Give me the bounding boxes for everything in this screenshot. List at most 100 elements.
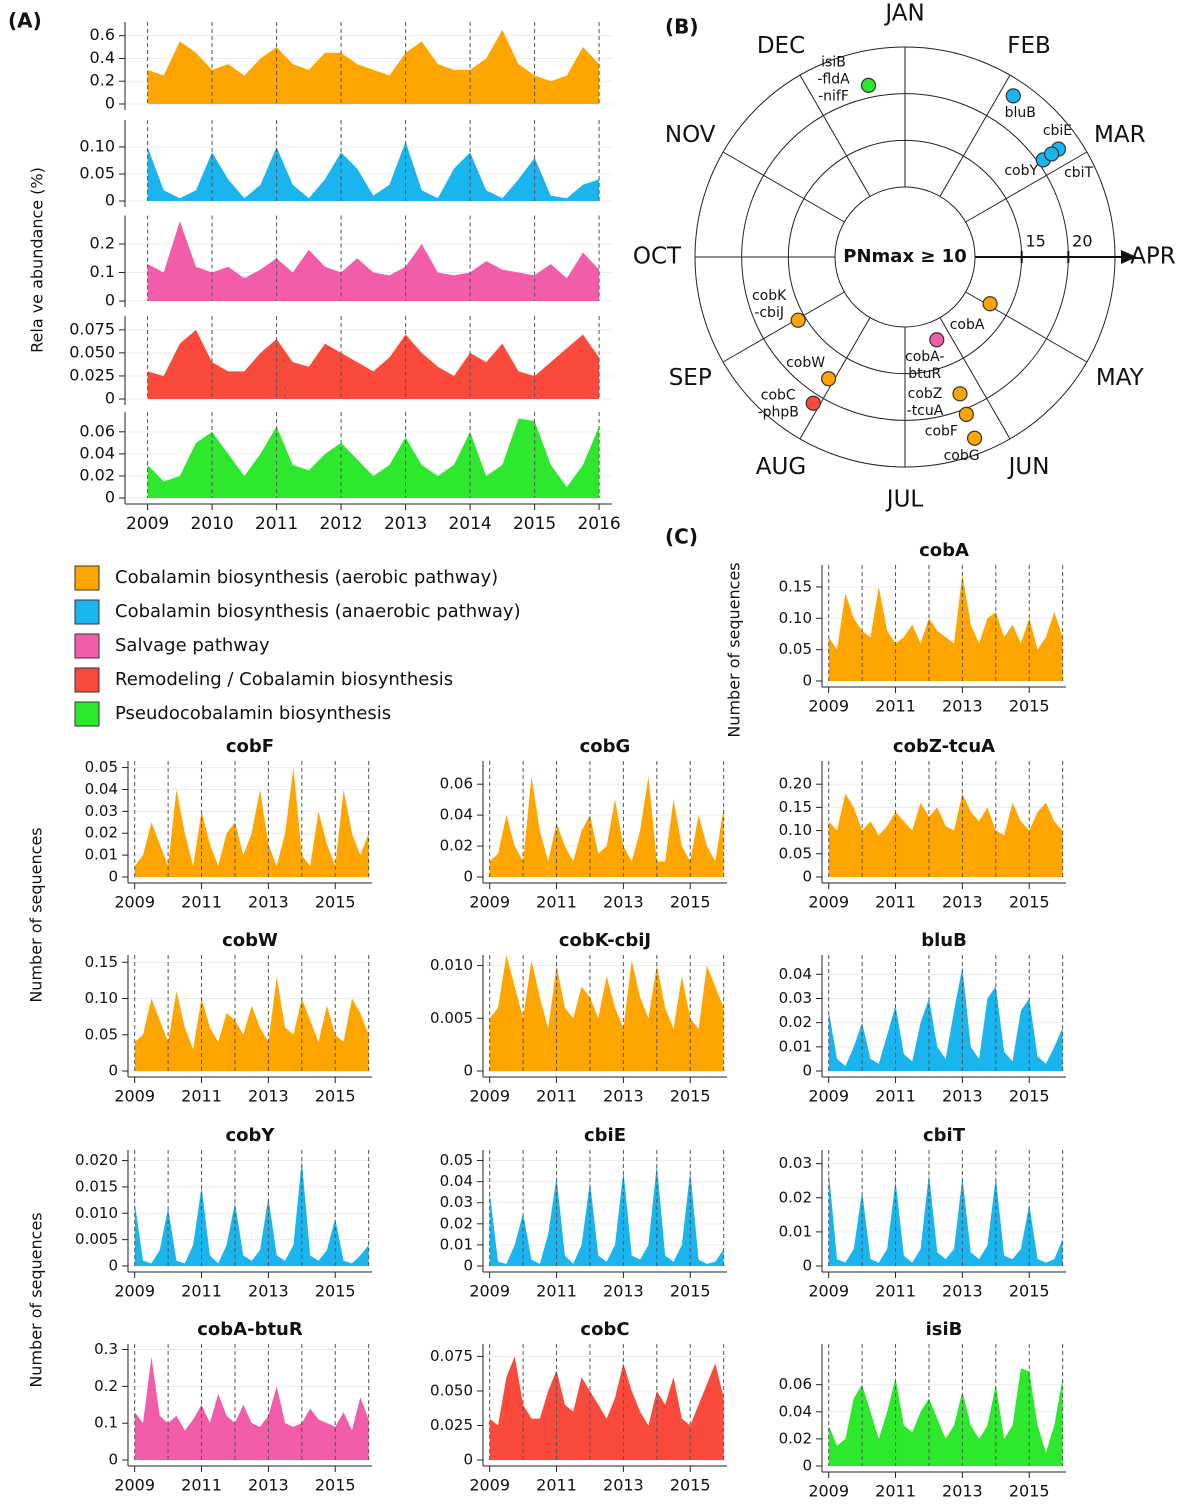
y-tick-label: 0.4: [90, 48, 115, 67]
x-tick-label: 2009: [114, 1476, 155, 1495]
gene-point: [1044, 146, 1060, 162]
gene-point: [958, 406, 974, 422]
y-tick-label: 0: [463, 1257, 473, 1275]
center-label: PNmax ≥ 10: [843, 246, 966, 267]
gene-label: isiB: [821, 54, 846, 70]
x-tick-label: 2009: [126, 514, 169, 534]
month-line: [799, 74, 871, 197]
y-tick-label: 0.1: [90, 262, 115, 281]
y-tick-label: 0.01: [779, 1037, 812, 1055]
legend-label: Cobalamin biosynthesis (anaerobic pathwa…: [115, 601, 521, 622]
x-tick-label: 2011: [255, 514, 298, 534]
y-tick-label: 0.05: [85, 758, 118, 776]
y-tick-label: 0.02: [85, 824, 118, 842]
x-tick-label: 2009: [114, 1282, 155, 1301]
gene-label: cobZ: [908, 386, 943, 402]
x-tick-label: 2015: [315, 893, 356, 912]
gene-label: bluB: [1005, 105, 1036, 121]
radial-tick-label: 20: [1072, 232, 1092, 251]
y-axis-label: Number of sequences: [27, 1212, 46, 1387]
area: [489, 1356, 724, 1460]
area: [134, 1160, 369, 1266]
y-tick-label: 0.04: [779, 965, 812, 983]
chart-title: cobZ-tcuA: [893, 736, 995, 757]
x-tick-label: 2011: [875, 697, 916, 716]
x-tick-label: 2013: [942, 697, 983, 716]
x-tick-label: 2009: [808, 697, 849, 716]
area: [489, 955, 724, 1071]
gene-label: cobF: [925, 423, 958, 439]
y-tick-label: 0.01: [779, 1222, 812, 1240]
x-tick-label: 2015: [315, 1476, 356, 1495]
gene-point: [1005, 88, 1021, 104]
legend-label: Salvage pathway: [115, 635, 270, 656]
y-tick-label: 0.005: [75, 1230, 118, 1248]
legend-label: Remodeling / Cobalamin biosynthesis: [115, 669, 453, 690]
y-tick-label: 0: [108, 1062, 118, 1080]
x-tick-label: 2015: [1009, 1482, 1050, 1501]
panel-label: (A): [8, 9, 42, 33]
y-tick-label: 0.05: [779, 640, 812, 658]
x-tick-label: 2013: [942, 1482, 983, 1501]
y-tick-label: 0: [108, 868, 118, 886]
legend-swatch: [74, 599, 100, 625]
gene-point: [860, 77, 877, 93]
legend-swatch: [74, 565, 100, 591]
chart-title: cobK-cbiJ: [559, 930, 651, 951]
y-tick-label: 0.05: [79, 164, 115, 183]
gene-label: -cbiJ: [754, 305, 784, 321]
y-tick-label: 0.02: [79, 465, 115, 484]
x-tick-label: 2012: [319, 514, 362, 534]
x-tick-label: 2011: [181, 1087, 222, 1106]
gene-point: [952, 386, 968, 402]
y-tick-label: 0: [463, 1062, 473, 1080]
y-tick-label: 0: [108, 1451, 118, 1469]
x-tick-label: 2009: [114, 1087, 155, 1106]
x-tick-label: 2013: [248, 1476, 289, 1495]
gene-label: cobG: [944, 448, 980, 464]
y-tick-label: 0.06: [779, 1375, 812, 1393]
panel-label: (C): [665, 525, 698, 549]
y-axis-label: Rela ve abundance (%): [28, 167, 47, 353]
x-tick-label: 2011: [875, 893, 916, 912]
x-tick-label: 2009: [114, 893, 155, 912]
gene-label: cobA: [950, 317, 985, 333]
month-label: JAN: [883, 1, 924, 27]
x-tick-label: 2009: [808, 1087, 849, 1106]
x-tick-label: 2014: [448, 514, 491, 534]
y-tick-label: 0.1: [94, 1414, 118, 1432]
y-axis-label: Number of sequences: [27, 827, 46, 1002]
x-tick-label: 2009: [808, 1282, 849, 1301]
radial-tick-label: 15: [1025, 232, 1045, 251]
y-tick-label: 0.025: [430, 1416, 473, 1434]
x-tick-label: 2013: [603, 1476, 644, 1495]
x-tick-label: 2009: [808, 1482, 849, 1501]
y-tick-label: 0.2: [94, 1377, 118, 1395]
gene-label: -fldA: [817, 71, 850, 87]
area: [828, 1170, 1063, 1266]
x-tick-label: 2015: [315, 1282, 356, 1301]
chart-title: cbiE: [584, 1125, 626, 1146]
chart-title: bluB: [921, 930, 967, 951]
x-tick-label: 2013: [603, 1282, 644, 1301]
y-tick-label: 0: [802, 1062, 812, 1080]
x-tick-label: 2013: [248, 1087, 289, 1106]
x-tick-label: 2015: [315, 1087, 356, 1106]
y-tick-label: 0.01: [440, 1235, 473, 1253]
y-tick-label: 0: [802, 672, 812, 690]
x-tick-label: 2009: [469, 893, 510, 912]
x-tick-label: 2011: [181, 1282, 222, 1301]
month-label: MAY: [1096, 365, 1145, 391]
y-tick-label: 0.075: [69, 319, 115, 338]
y-tick-label: 0.020: [75, 1151, 118, 1169]
area: [147, 141, 600, 201]
y-tick-label: 0.04: [779, 1402, 812, 1420]
x-tick-label: 2011: [875, 1282, 916, 1301]
month-line: [939, 74, 1011, 197]
y-tick-label: 0.050: [69, 342, 115, 361]
y-tick-label: 0.025: [69, 365, 115, 384]
x-tick-label: 2009: [469, 1282, 510, 1301]
area: [134, 1356, 369, 1460]
x-tick-label: 2015: [670, 1282, 711, 1301]
